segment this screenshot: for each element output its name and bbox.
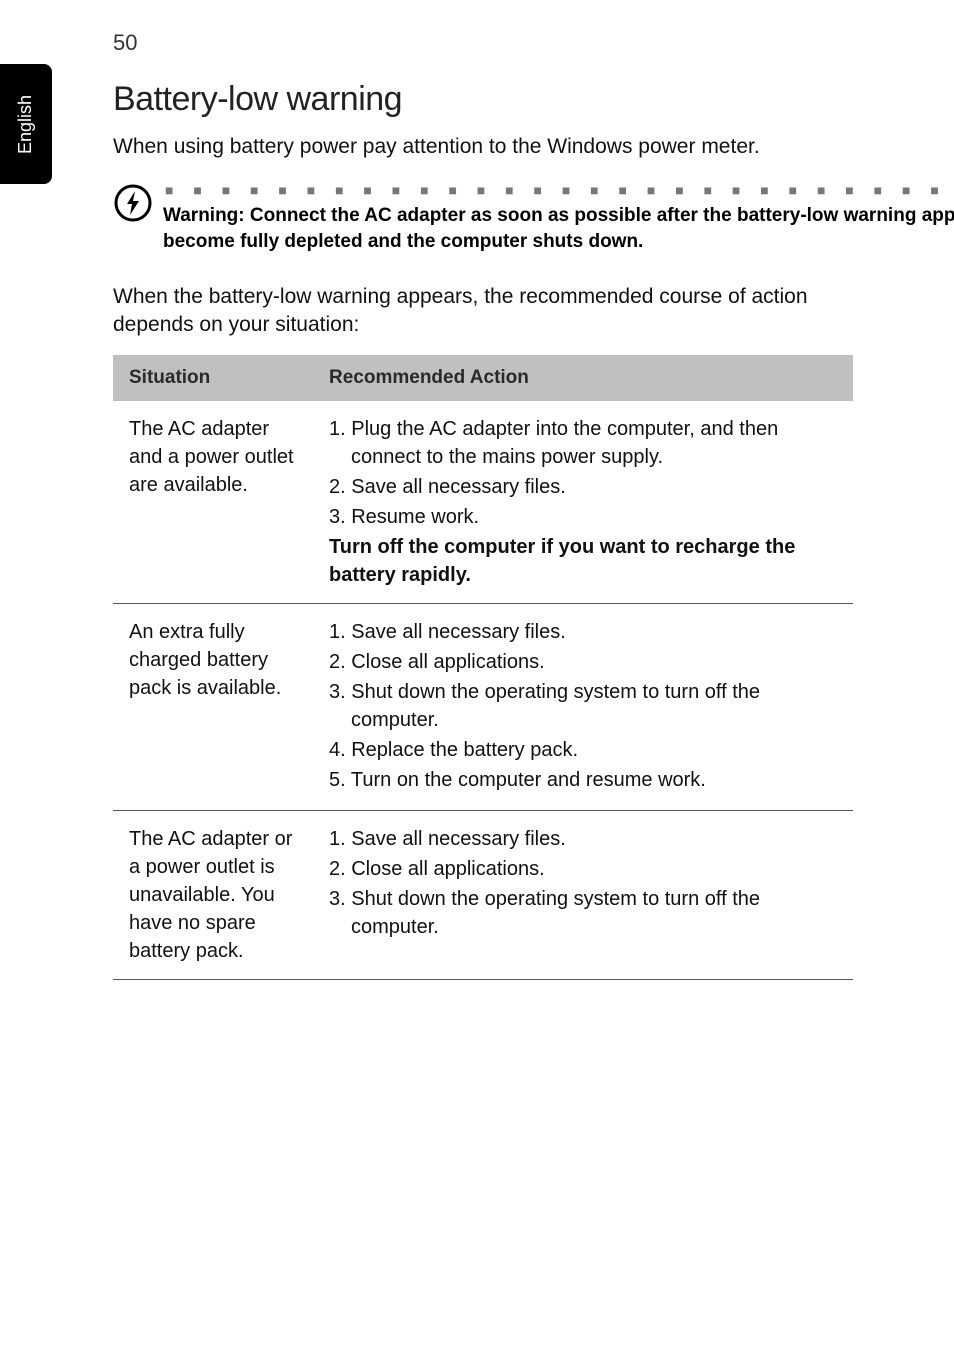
language-side-tab: English: [0, 64, 52, 184]
warning-text: Warning: Connect the AC adapter as soon …: [163, 203, 954, 254]
action-line: 2. Close all applications.: [329, 648, 837, 676]
lightning-circle-icon: [113, 183, 153, 223]
warning-callout: ■ ■ ■ ■ ■ ■ ■ ■ ■ ■ ■ ■ ■ ■ ■ ■ ■ ■ ■ ■ …: [113, 183, 853, 254]
col-action: Recommended Action: [313, 355, 853, 401]
action-line: 5. Turn on the computer and resume work.: [329, 766, 837, 794]
col-situation: Situation: [113, 355, 313, 401]
action-line: 3. Resume work.: [329, 503, 837, 531]
situation-cell: The AC adapter and a power outlet are av…: [113, 401, 313, 604]
warning-body: ■ ■ ■ ■ ■ ■ ■ ■ ■ ■ ■ ■ ■ ■ ■ ■ ■ ■ ■ ■ …: [159, 183, 954, 254]
action-line: 2. Save all necessary files.: [329, 473, 837, 501]
page-title: Battery-low warning: [113, 80, 853, 119]
page-number: 50: [113, 30, 137, 56]
situation-cell: The AC adapter or a power outlet is unav…: [113, 811, 313, 980]
table-row: The AC adapter or a power outlet is unav…: [113, 811, 853, 980]
action-line: 3. Shut down the operating system to tur…: [329, 885, 837, 941]
action-line: 1. Save all necessary files.: [329, 825, 837, 853]
action-line: 4. Replace the battery pack.: [329, 736, 837, 764]
action-line: 1. Plug the AC adapter into the computer…: [329, 415, 837, 471]
action-line: 1. Save all necessary files.: [329, 618, 837, 646]
situation-table: Situation Recommended Action The AC adap…: [113, 355, 853, 980]
dot-row: ■ ■ ■ ■ ■ ■ ■ ■ ■ ■ ■ ■ ■ ■ ■ ■ ■ ■ ■ ■ …: [165, 187, 954, 193]
action-line: 3. Shut down the operating system to tur…: [329, 678, 837, 734]
table-header-row: Situation Recommended Action: [113, 355, 853, 401]
page-content: Battery-low warning When using battery p…: [113, 80, 853, 980]
action-cell: 1. Save all necessary files. 2. Close al…: [313, 604, 853, 811]
table-row: The AC adapter and a power outlet are av…: [113, 401, 853, 604]
intro-paragraph: When using battery power pay attention t…: [113, 133, 853, 161]
situation-cell: An extra fully charged battery pack is a…: [113, 604, 313, 811]
warning-icon-wrap: [113, 183, 159, 223]
action-line: 2. Close all applications.: [329, 855, 837, 883]
table-row: An extra fully charged battery pack is a…: [113, 604, 853, 811]
action-cell: 1. Plug the AC adapter into the computer…: [313, 401, 853, 604]
dotted-rule: ■ ■ ■ ■ ■ ■ ■ ■ ■ ■ ■ ■ ■ ■ ■ ■ ■ ■ ■ ■ …: [163, 183, 954, 197]
post-warning-paragraph: When the battery-low warning appears, th…: [113, 283, 853, 340]
action-cell: 1. Save all necessary files. 2. Close al…: [313, 811, 853, 980]
language-label: English: [16, 94, 37, 153]
action-bold-line: Turn off the computer if you want to rec…: [329, 533, 837, 589]
